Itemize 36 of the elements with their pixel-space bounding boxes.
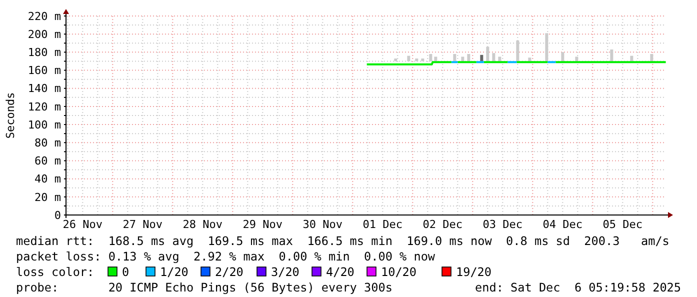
x-tick-label: 30 Nov [302, 218, 343, 231]
x-tick-label: 01 Dec [362, 218, 403, 231]
y-tick-label: 140 m [28, 82, 62, 96]
y-axis-title: Seconds [4, 92, 17, 139]
y-tick-label: 20 m [34, 190, 62, 204]
text: end: Sat Dec 6 05:19:58 2025 [475, 280, 681, 294]
bar [480, 54, 484, 62]
text: packet loss: 0.13 % avg 2.92 % max 0.00 % min 0.00 % now [16, 250, 436, 264]
legend-label: 0 [122, 265, 130, 279]
legend-label: 1/20 [160, 265, 188, 279]
y-tick-label: 60 m [34, 154, 62, 168]
y-tick-label: 100 m [28, 118, 62, 132]
legend-label: 2/20 [215, 265, 244, 279]
y-tick-label: 180 m [28, 46, 62, 60]
legend-label: 4/20 [326, 265, 354, 279]
y-tick-label: 40 m [34, 172, 62, 186]
y-tick-label: 120 m [28, 100, 62, 114]
legend-label: 10/20 [381, 265, 417, 279]
y-tick-label: 0 [54, 208, 61, 222]
x-tick-label: 03 Dec [482, 218, 523, 231]
x-tick-label: 26 Nov [62, 218, 103, 231]
y-tick-label: 220 m [28, 10, 62, 23]
y-tick-label: 160 m [28, 64, 62, 78]
legend-title: loss color: [16, 265, 94, 279]
x-tick-label: 28 Nov [182, 218, 223, 231]
legend-label: 19/20 [456, 265, 492, 279]
y-tick-label: 200 m [28, 28, 62, 41]
x-tick-label: 27 Nov [122, 218, 163, 231]
legend-label: 3/20 [271, 265, 300, 279]
x-tick-label: 04 Dec [542, 218, 583, 231]
x-tick-label: 02 Dec [422, 218, 463, 231]
x-tick-label: 29 Nov [242, 218, 283, 231]
text: probe: 20 ICMP Echo Pings (56 Bytes) every 300s [16, 280, 392, 294]
text: median rtt: 168.5 ms avg 169.5 ms max 166.5 ms min 169.0 ms now 0.8 ms sd 200.3 am/s [16, 234, 670, 248]
y-tick-label: 80 m [34, 136, 62, 150]
x-tick-label: 05 Dec [602, 218, 643, 231]
